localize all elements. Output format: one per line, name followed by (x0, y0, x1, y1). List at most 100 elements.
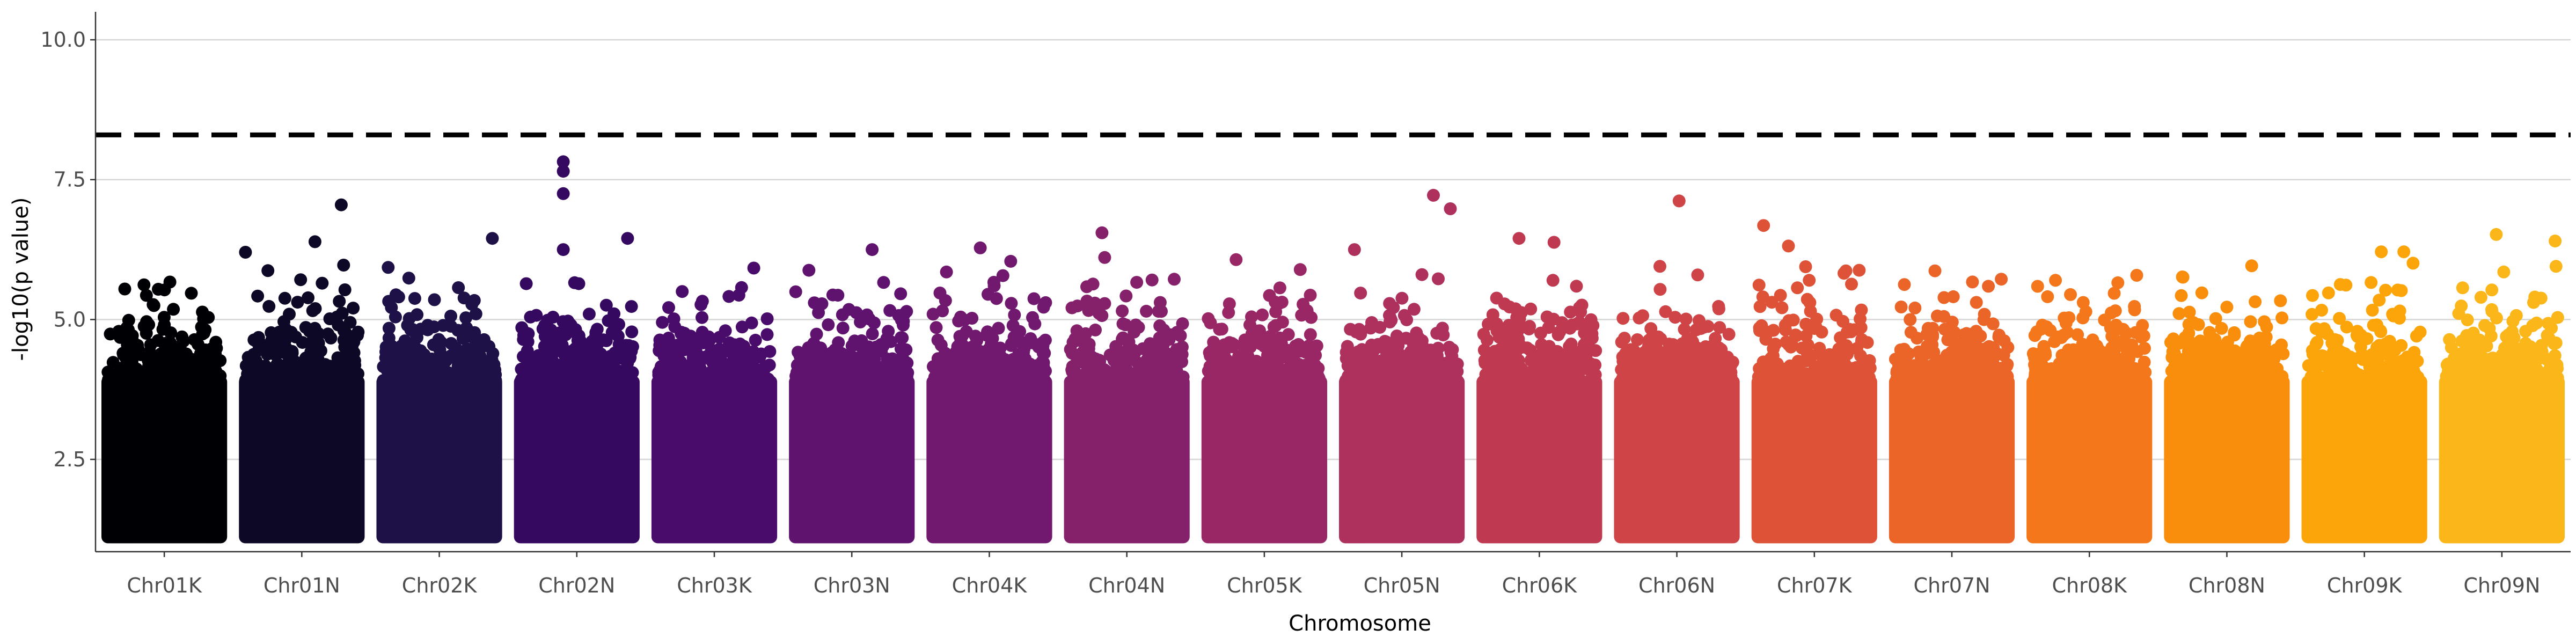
point (1415, 268, 1429, 281)
point (547, 367, 560, 379)
point (1963, 374, 1977, 387)
point (1379, 352, 1392, 365)
point (1546, 274, 1560, 287)
point (1397, 309, 1411, 322)
point (431, 367, 445, 379)
point (120, 321, 133, 335)
point (484, 385, 497, 398)
point (1028, 317, 1042, 331)
point (1803, 274, 1816, 287)
series-Chr04N (1064, 251, 1190, 544)
point (1082, 304, 1095, 317)
point (694, 362, 707, 376)
point (873, 385, 885, 399)
point (987, 279, 1001, 292)
point (1008, 308, 1021, 321)
point (530, 309, 543, 322)
series-Chr06K (1476, 274, 1602, 544)
point (843, 360, 856, 373)
point (1667, 345, 1680, 358)
point (586, 370, 599, 384)
point (179, 349, 193, 362)
point (1836, 314, 1849, 328)
point (744, 375, 757, 388)
point (306, 304, 319, 317)
point (1031, 372, 1044, 385)
point (246, 356, 259, 369)
point (337, 259, 350, 272)
point (566, 384, 579, 398)
point (414, 323, 427, 336)
point (199, 379, 212, 393)
point (978, 347, 991, 360)
point (1653, 377, 1667, 391)
point (1089, 323, 1102, 336)
point (252, 331, 265, 344)
point (753, 375, 766, 388)
point (584, 342, 597, 355)
point (860, 308, 874, 321)
point (239, 246, 252, 259)
point (1401, 384, 1415, 397)
point (1627, 348, 1641, 361)
point (294, 273, 308, 287)
point (662, 301, 675, 314)
point-cloud (376, 375, 502, 544)
point (1020, 384, 1033, 397)
point (152, 283, 165, 296)
point (283, 308, 296, 321)
point (1383, 297, 1396, 310)
point (1293, 263, 1307, 276)
point (1753, 321, 1766, 334)
point (1160, 359, 1174, 372)
point (1434, 371, 1447, 384)
point (1970, 325, 1983, 338)
point (1511, 367, 1524, 380)
point (877, 367, 891, 380)
point (1263, 383, 1276, 396)
point (1922, 322, 1935, 335)
point (1304, 328, 1317, 341)
point (140, 289, 153, 302)
point (1502, 319, 1516, 332)
point (1889, 384, 1902, 398)
point (1073, 348, 1087, 361)
point (808, 370, 822, 383)
point (181, 380, 194, 393)
point-cloud (2026, 375, 2153, 544)
point (593, 384, 606, 397)
point (572, 329, 586, 342)
point (563, 364, 576, 378)
point (1782, 239, 1795, 253)
point (1761, 379, 1775, 392)
point (1523, 323, 1535, 335)
point (1833, 384, 1846, 397)
point (1767, 324, 1780, 337)
point (382, 378, 395, 392)
point (1524, 354, 1538, 367)
point (1256, 308, 1269, 321)
point (1535, 370, 1549, 383)
point (167, 303, 180, 316)
point (1810, 312, 1824, 326)
point (324, 331, 338, 345)
point (1631, 333, 1644, 346)
point (291, 296, 304, 309)
point (821, 376, 835, 390)
point (382, 295, 396, 308)
point (735, 348, 749, 362)
point (1116, 317, 1130, 331)
point (521, 359, 533, 372)
point (1116, 304, 1129, 318)
series-Chr03K (651, 281, 778, 544)
point (541, 313, 554, 327)
point (1253, 365, 1265, 379)
point (166, 374, 179, 386)
point (452, 281, 465, 294)
point (684, 358, 697, 372)
point-cloud (1614, 375, 1740, 544)
point (1943, 371, 1957, 384)
point (1997, 348, 2010, 362)
point (121, 385, 134, 399)
